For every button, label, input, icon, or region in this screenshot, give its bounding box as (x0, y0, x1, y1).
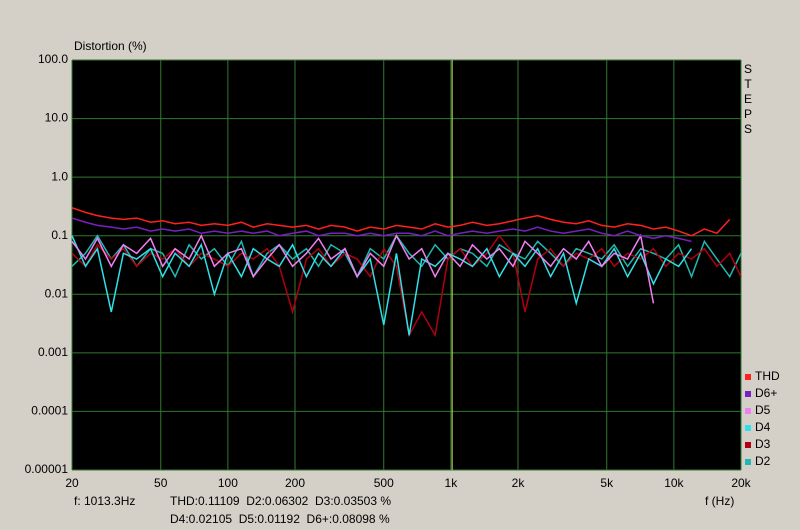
y-tick-label: 0.01 (45, 286, 69, 300)
x-tick-label: 200 (285, 476, 305, 490)
y-tick-label: 100.0 (38, 52, 68, 66)
y-axis-label: Distortion (%) (74, 39, 147, 53)
side-label: STEPS (741, 62, 755, 137)
legend-label: D3 (755, 437, 771, 451)
x-axis-label: f (Hz) (705, 494, 734, 508)
y-tick-label: 1.0 (51, 169, 68, 183)
series-line (71, 207, 731, 237)
x-tick-label: 100 (218, 476, 238, 490)
cursor-readout: D4:0.02105 D5:0.01192 D6+:0.08098 % (170, 512, 390, 526)
legend-label: THD (755, 369, 780, 383)
plot-area (72, 60, 741, 470)
y-tick-label: 0.0001 (31, 404, 68, 418)
x-tick-label: 1k (445, 476, 459, 490)
y-tick-label: 0.001 (38, 345, 68, 359)
series-line (71, 235, 693, 336)
x-tick-label: 50 (154, 476, 168, 490)
y-tick-label: 10.0 (45, 111, 69, 125)
cursor-readout: f: 1013.3Hz (74, 494, 135, 508)
legend-swatch (745, 425, 751, 431)
legend-swatch (745, 442, 751, 448)
legend-swatch (745, 391, 751, 397)
series-line (71, 217, 692, 243)
x-tick-label: 20 (65, 476, 79, 490)
legend-swatch (745, 408, 751, 414)
y-tick-label: 0.1 (51, 228, 68, 242)
series-line (71, 233, 655, 304)
x-tick-label: 20k (731, 476, 751, 490)
cursor-readout: THD:0.11109 D2:0.06302 D3:0.03503 % (170, 494, 391, 508)
legend-label: D5 (755, 403, 771, 417)
legend-swatch (745, 374, 751, 380)
x-tick-label: 500 (374, 476, 394, 490)
x-tick-label: 10k (664, 476, 684, 490)
x-tick-label: 5k (600, 476, 614, 490)
legend-label: D4 (755, 420, 771, 434)
legend-label: D2 (755, 454, 771, 468)
legend-swatch (745, 459, 751, 465)
legend-label: D6+ (755, 386, 777, 400)
x-tick-label: 2k (512, 476, 526, 490)
y-tick-label: 0.00001 (25, 462, 69, 476)
